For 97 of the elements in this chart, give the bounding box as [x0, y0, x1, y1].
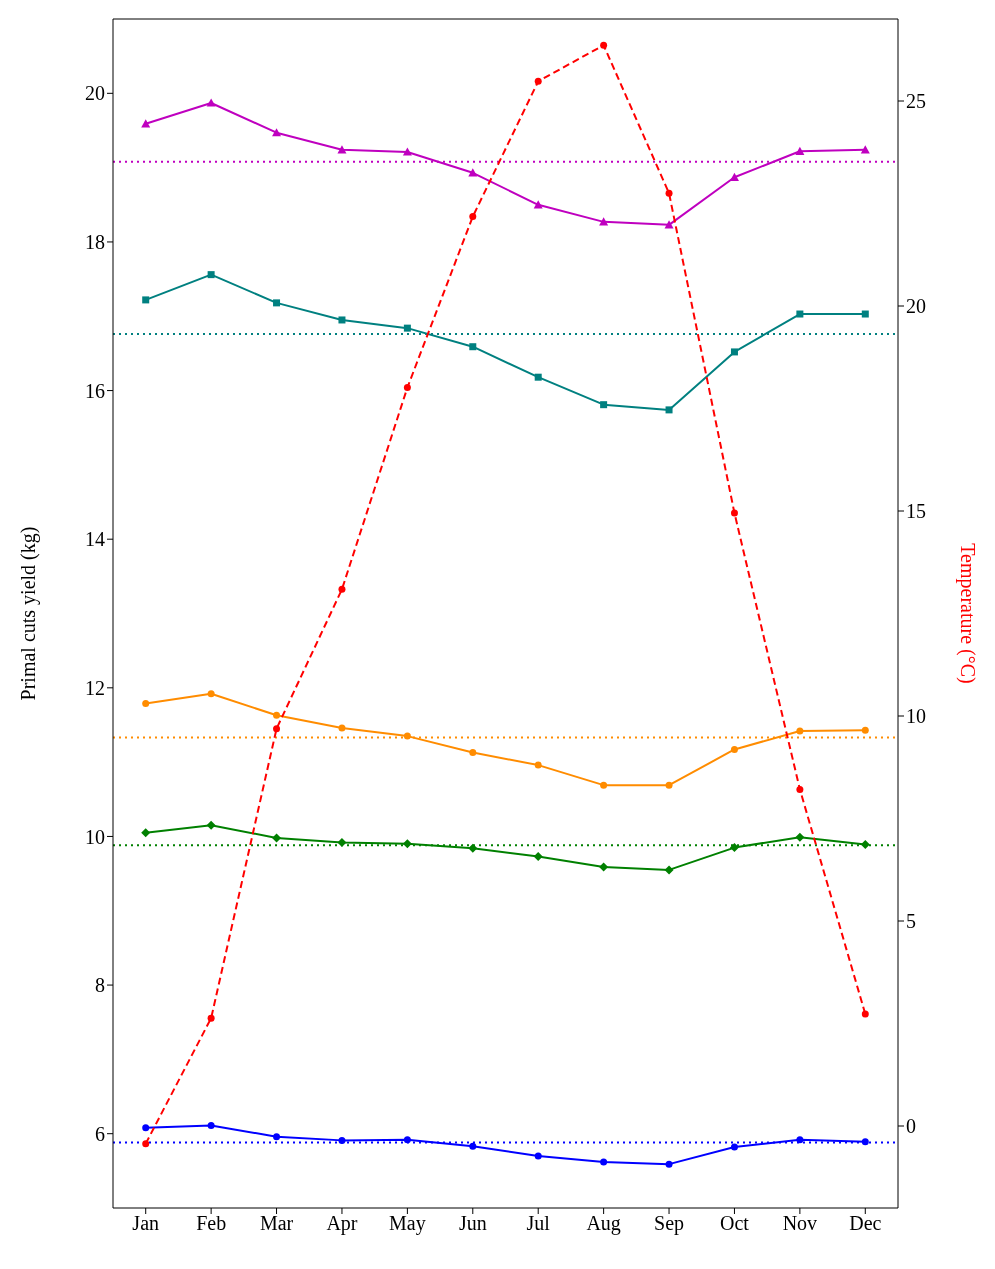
point [730, 509, 738, 517]
y2-tick-label: 25 [906, 90, 926, 113]
point [403, 384, 411, 392]
y-tick-label: 20 [85, 82, 105, 105]
point [468, 168, 478, 177]
y-axis-title: Primal cuts yield (kg) [17, 526, 41, 701]
point [730, 348, 738, 356]
point [207, 1014, 215, 1022]
point [860, 840, 870, 850]
point [142, 699, 150, 707]
point [338, 585, 346, 593]
point [533, 200, 543, 209]
x-tick-label: Nov [782, 1212, 818, 1235]
point [272, 833, 282, 843]
point [469, 748, 477, 756]
point [730, 745, 738, 753]
point [338, 724, 346, 732]
point [403, 732, 411, 740]
point [337, 145, 347, 154]
point [665, 1160, 673, 1168]
point [730, 1143, 738, 1151]
x-tick-label: Jul [526, 1212, 551, 1235]
point [664, 865, 674, 875]
point [796, 310, 804, 318]
point [469, 343, 477, 351]
point [469, 213, 477, 221]
point [468, 843, 478, 853]
y-tick-label: 6 [95, 1122, 105, 1145]
point [600, 401, 608, 409]
y2-tick-label: 20 [906, 295, 926, 318]
point [273, 711, 281, 719]
point [337, 837, 347, 847]
point [796, 1136, 804, 1144]
point [599, 862, 609, 872]
x-tick-label: Feb [196, 1212, 227, 1235]
y2-tick-label: 15 [906, 500, 926, 523]
point [665, 406, 673, 414]
point [860, 145, 870, 154]
point [600, 781, 608, 789]
point [796, 727, 804, 735]
point [861, 310, 869, 318]
point [600, 41, 608, 49]
point [534, 761, 542, 769]
point [273, 299, 281, 307]
point [206, 98, 216, 107]
point [338, 1136, 346, 1144]
point [207, 690, 215, 698]
y2-tick-label: 10 [906, 705, 926, 728]
point [141, 828, 151, 838]
point [142, 296, 150, 304]
y2-tick-label: 5 [906, 910, 916, 933]
point [273, 725, 281, 733]
x-tick-label: May [389, 1212, 426, 1236]
point [861, 1138, 869, 1146]
point [273, 1133, 281, 1141]
point [796, 785, 804, 793]
point [142, 1124, 150, 1132]
point [533, 852, 543, 861]
y2-axis-title: Temperature (°C) [955, 543, 979, 684]
point [402, 839, 412, 849]
point [861, 726, 869, 734]
point [729, 843, 739, 853]
point [338, 316, 346, 324]
point [795, 832, 805, 842]
x-tick-label: Dec [849, 1212, 882, 1235]
point [665, 781, 673, 789]
y-tick-label: 16 [85, 379, 105, 402]
x-tick-label: Mar [259, 1212, 294, 1235]
point [534, 1152, 542, 1160]
y-tick-label: 14 [85, 528, 105, 551]
x-tick-label: Sep [654, 1212, 685, 1236]
point [403, 1136, 411, 1144]
point [600, 1158, 608, 1166]
x-tick-label: Jan [132, 1212, 160, 1235]
y-tick-label: 10 [85, 825, 105, 848]
point [665, 189, 673, 197]
x-tick-label: Apr [326, 1212, 358, 1236]
point [534, 373, 542, 381]
point [795, 146, 805, 155]
point [142, 1140, 150, 1148]
x-tick-label: Aug [586, 1212, 621, 1236]
x-tick-label: Oct [720, 1212, 750, 1235]
point [861, 1010, 869, 1018]
point [207, 271, 215, 279]
y-tick-label: 8 [95, 974, 105, 997]
point [141, 119, 151, 128]
point [403, 324, 411, 332]
y2-tick-label: 0 [906, 1115, 916, 1138]
point [207, 1122, 215, 1130]
x-tick-label: Jun [458, 1212, 487, 1235]
point [469, 1142, 477, 1150]
point [402, 147, 412, 156]
point [534, 77, 542, 85]
y-tick-label: 12 [85, 676, 105, 699]
point [206, 820, 216, 830]
point [272, 128, 282, 137]
y-tick-label: 18 [85, 231, 105, 254]
